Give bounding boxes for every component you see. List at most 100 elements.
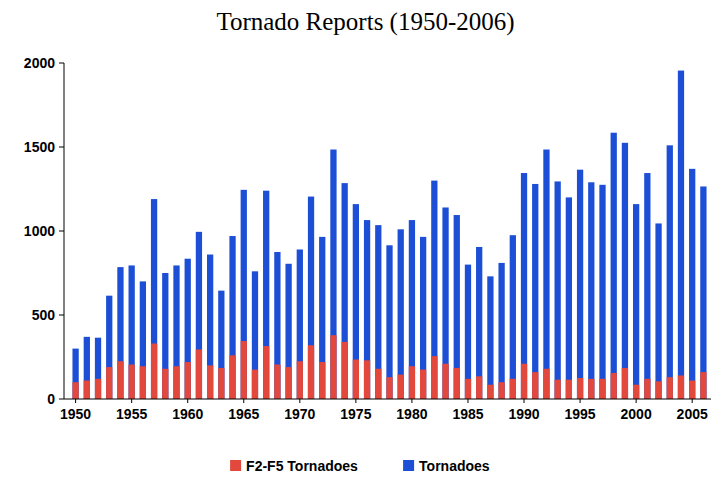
bar [106, 296, 112, 399]
bar [678, 375, 684, 399]
bar [622, 368, 628, 399]
bar [117, 361, 123, 399]
bar [700, 372, 706, 399]
bar [308, 197, 314, 399]
x-tick-label: 1970 [284, 406, 315, 422]
legend-swatch [403, 460, 414, 471]
bar [611, 373, 617, 399]
bar [218, 368, 224, 399]
legend-swatch [230, 460, 241, 471]
bar [72, 349, 78, 399]
x-tick [692, 399, 693, 403]
bar [117, 267, 123, 399]
bar [532, 184, 538, 399]
legend-label: F2-F5 Tornadoes [246, 458, 358, 474]
bar [633, 204, 639, 399]
x-tick-label: 1960 [172, 406, 203, 422]
bar [353, 204, 359, 399]
bar [532, 372, 538, 399]
x-tick [524, 399, 525, 403]
bar [454, 215, 460, 399]
bar [431, 181, 437, 399]
bar [655, 381, 661, 399]
x-tick [187, 399, 188, 403]
bar [364, 360, 370, 399]
bar [162, 369, 168, 399]
x-tick-label: 1965 [228, 406, 259, 422]
bar [700, 186, 706, 399]
y-tick [59, 63, 64, 64]
bar [185, 259, 191, 399]
bar [185, 362, 191, 399]
bar [622, 143, 628, 399]
x-tick-label: 1995 [565, 406, 596, 422]
bar [196, 349, 202, 399]
bar [196, 232, 202, 399]
bar [577, 170, 583, 399]
bar [398, 375, 404, 399]
y-tick [59, 399, 64, 400]
bar [129, 265, 135, 399]
bar [95, 338, 101, 399]
x-tick-label: 1985 [452, 406, 483, 422]
bars [72, 71, 706, 399]
bar [84, 337, 90, 399]
y-tick-label: 1500 [24, 139, 55, 155]
x-tick-label: 1980 [396, 406, 427, 422]
bar [353, 360, 359, 399]
x-tick [580, 399, 581, 403]
bar [229, 236, 235, 399]
x-tick-label: 1950 [60, 406, 91, 422]
bar [476, 247, 482, 399]
x-tick-label: 2005 [677, 406, 708, 422]
bar [252, 271, 258, 399]
bar [330, 150, 336, 399]
bar [375, 225, 381, 399]
bar [409, 366, 415, 399]
bar [72, 382, 78, 399]
x-tick [467, 399, 468, 403]
bar [229, 355, 235, 399]
x-tick [243, 399, 244, 403]
bar [465, 379, 471, 399]
x-tick-label: 1990 [508, 406, 539, 422]
bar [342, 183, 348, 399]
chart-container: Tornado Reports (1950-2006)0500100015002… [0, 0, 721, 499]
bar [498, 263, 504, 399]
x-tick [411, 399, 412, 403]
bar [342, 342, 348, 399]
bar [274, 252, 280, 399]
bar [566, 197, 572, 399]
bar [364, 220, 370, 399]
bar [241, 341, 247, 399]
bar [95, 379, 101, 399]
bar [151, 344, 157, 399]
bar [420, 237, 426, 399]
bar [319, 237, 325, 399]
bar [678, 71, 684, 399]
bar [129, 365, 135, 399]
bar [566, 380, 572, 399]
y-tick-label: 2000 [24, 55, 55, 71]
bar [207, 365, 213, 399]
x-tick [75, 399, 76, 403]
bar [241, 190, 247, 399]
y-tick-label: 0 [47, 391, 55, 407]
chart-title: Tornado Reports (1950-2006) [216, 8, 514, 36]
y-tick [59, 147, 64, 148]
bar [285, 367, 291, 399]
chart-svg: Tornado Reports (1950-2006)0500100015002… [0, 0, 721, 499]
bar [308, 345, 314, 399]
x-tick-label: 1975 [340, 406, 371, 422]
bar [577, 378, 583, 399]
bar [555, 181, 561, 399]
bar [633, 385, 639, 399]
bar [599, 185, 605, 399]
bar [297, 361, 303, 399]
bar [543, 150, 549, 399]
bar [510, 379, 516, 399]
bar [667, 377, 673, 399]
bar [599, 379, 605, 399]
bar [442, 207, 448, 399]
bar [555, 380, 561, 399]
